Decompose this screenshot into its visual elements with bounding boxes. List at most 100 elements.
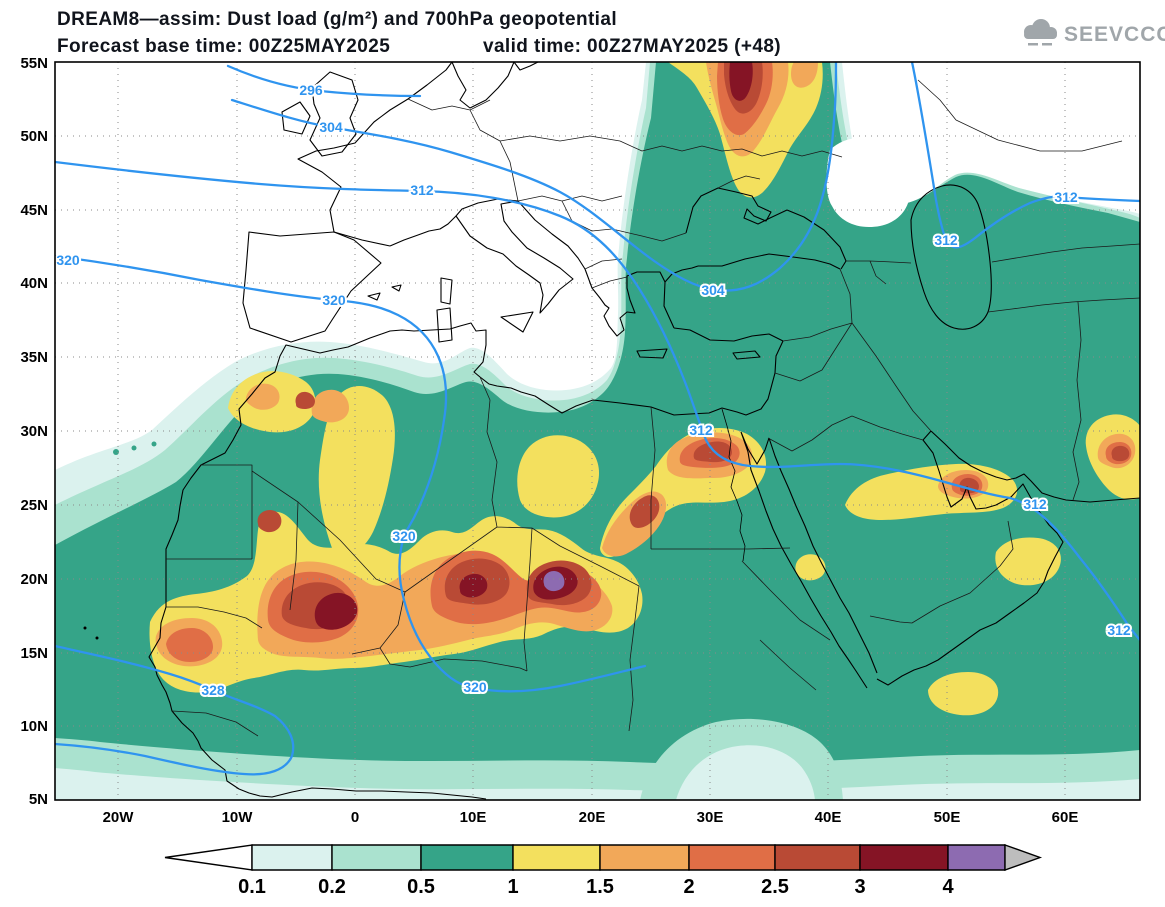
- colorbar-band: [251, 844, 333, 871]
- colorbar-level-label: 3: [854, 876, 865, 898]
- mali-maroon-core: [314, 592, 358, 630]
- sicily-island: [500, 311, 534, 333]
- hormuz-brick-dot: [1111, 445, 1130, 462]
- turkey-aegean-coast: [663, 265, 784, 342]
- lat-tick-label: 5N: [29, 791, 48, 808]
- geopotential-contour-label: 296: [299, 82, 323, 98]
- geopotential-contour-label: 312: [1107, 622, 1131, 638]
- geopotential-labels: 296 304 312 320 320 304 312 312 312 320 328 320 312 3…: [54, 80, 1133, 700]
- colorbar-above-max-band: [947, 844, 1006, 871]
- colorbar-band: [331, 844, 422, 871]
- lon-tick-label: 10W: [222, 809, 254, 826]
- island-speck: [95, 636, 99, 640]
- sardinia-island: [436, 307, 453, 343]
- dust-level-4-spot: [543, 571, 565, 592]
- atlas-orange-spot: [245, 383, 280, 410]
- geopotential-contour-label: 312: [1054, 189, 1078, 205]
- map-frame: [54, 61, 1141, 801]
- contour-320: [55, 254, 647, 693]
- cloud-icon: [1024, 19, 1057, 46]
- contour-328: [55, 644, 295, 776]
- colorbar-band: [420, 844, 514, 871]
- lon-tick-label: 20E: [579, 809, 606, 826]
- ukraine-orange-east-lobe: [791, 62, 818, 88]
- geopotential-contour-label: 312: [934, 232, 958, 248]
- lon-tick-label: 10E: [460, 809, 487, 826]
- forecast-base-time-label: Forecast base time: 00Z25MAY2025: [57, 36, 390, 57]
- colorbar-band: [859, 844, 949, 871]
- south-sudan-minimum-inner: [676, 745, 815, 800]
- colorbar-level-label: 4: [942, 876, 954, 898]
- colorbar-level-label: 0.2: [318, 876, 346, 898]
- colorbar-below-min-arrow: [164, 844, 253, 871]
- colorbar-level-label: 1: [507, 876, 518, 898]
- geopotential-contour-label: 304: [319, 119, 343, 135]
- contour-296: [226, 64, 422, 98]
- north-europe-coast: [451, 62, 539, 109]
- lat-tick-label: 30N: [20, 423, 48, 440]
- geopotential-contour-label: 320: [322, 292, 346, 308]
- title-block: DREAM8—assim: Dust load (g/m²) and 700hP…: [57, 9, 781, 57]
- geopotential-contour-label: 312: [1023, 496, 1047, 512]
- geopotential-contours: [55, 62, 1140, 776]
- lat-tick-label: 35N: [20, 349, 48, 366]
- colorbar-band: [512, 844, 601, 871]
- colorbar-level-label: 0.5: [407, 876, 435, 898]
- france-coast: [297, 62, 457, 247]
- britain-coast: [309, 71, 359, 157]
- caspian-sea: [910, 184, 992, 330]
- seevccc-logo: SEEVCCC: [1024, 19, 1165, 46]
- lon-tick-label: 50E: [934, 809, 961, 826]
- lat-tick-label: 40N: [20, 275, 48, 292]
- lat-tick-label: 10N: [20, 718, 48, 735]
- algeria-yellow-arm: [318, 385, 395, 556]
- colorbar-level-label: 1.5: [586, 876, 614, 898]
- chad-diagonal-brick: [629, 495, 660, 528]
- lat-tick-label: 50N: [20, 128, 48, 145]
- geopotential-contour-label: 320: [56, 252, 80, 268]
- north-mali-brick-dot: [257, 510, 282, 533]
- colorbar-overflow-arrow: [1004, 844, 1043, 871]
- geopotential-contour-label: 328: [201, 682, 225, 698]
- somalia-yellow: [928, 672, 999, 716]
- south-libya-yellow: [517, 435, 600, 518]
- colorbar-level-label: 2.5: [761, 876, 789, 898]
- corsica-island: [440, 277, 453, 305]
- axis-labels: 55N 50N 45N 40N 35N 30N 25N 20N 15N 10N 5N 20W 10W 0 1…: [20, 55, 1078, 826]
- colorbar-level-label: 0.1: [238, 876, 266, 898]
- geopotential-contour-label: 312: [410, 182, 434, 198]
- nile-river: [721, 408, 746, 562]
- arabia-coast: [876, 430, 1064, 686]
- niger-maroon-dot: [459, 573, 488, 598]
- contour-304: [230, 62, 838, 292]
- cyprus-island: [732, 350, 761, 360]
- lon-tick-label: 60E: [1052, 809, 1079, 826]
- geopotential-contour-label: 320: [463, 679, 487, 695]
- lat-tick-label: 20N: [20, 571, 48, 588]
- algeria-orange-spot: [311, 389, 349, 423]
- caucasus-central-asia-borders: [846, 79, 1140, 501]
- contour-312-north: [910, 62, 1140, 249]
- valid-time-label: valid time: 00Z27MAY2025 (+48): [483, 36, 781, 57]
- geopotential-contour-label: 304: [701, 282, 725, 298]
- geopotential-contour-label: 312: [689, 422, 713, 438]
- ukraine-maroon-core: [729, 62, 753, 101]
- senegal-terracotta: [166, 628, 213, 662]
- balkan-greece-coast: [517, 200, 666, 337]
- colorbar-band: [688, 844, 776, 871]
- lon-tick-label: 40E: [815, 809, 842, 826]
- middle-east-borders: [767, 268, 1014, 624]
- lat-tick-label: 25N: [20, 497, 48, 514]
- iran-gulf-coast: [930, 430, 1140, 503]
- country-borders: [166, 79, 1140, 737]
- balearic-islands: [367, 284, 402, 301]
- black-sea-clear-gap: [826, 137, 911, 228]
- sahel-borders: [351, 560, 831, 691]
- sahara-borders: [297, 376, 791, 732]
- black-sea-coast: [685, 187, 847, 270]
- lon-tick-label: 0: [351, 809, 359, 826]
- crete-island: [636, 348, 668, 359]
- ireland-coast: [281, 101, 311, 135]
